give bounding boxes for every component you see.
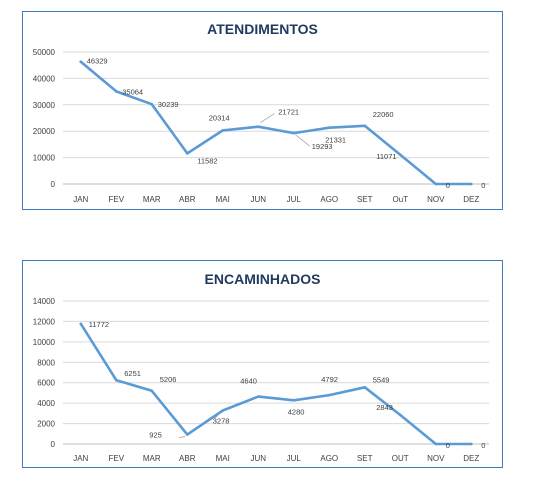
data-point (185, 433, 189, 436)
chart-title: ATENDIMENTOS (207, 21, 318, 37)
data-point (221, 409, 225, 412)
leader-line (214, 414, 220, 419)
data-point (469, 442, 473, 446)
data-label: 6251 (124, 369, 141, 378)
data-point (434, 442, 438, 446)
data-point (114, 378, 118, 382)
data-point (256, 395, 260, 398)
x-tick-label: FEV (108, 454, 124, 463)
data-label: 0 (481, 181, 485, 190)
data-label: 2843 (376, 403, 393, 412)
data-point (150, 389, 154, 393)
x-tick-label: DEZ (463, 454, 479, 463)
data-label: 19293 (312, 142, 333, 151)
series-line (79, 322, 473, 446)
data-label: 30239 (158, 100, 179, 109)
y-tick-label: 20000 (33, 127, 56, 136)
x-tick-label: MAR (143, 454, 161, 463)
y-tick-label: 14000 (33, 297, 56, 306)
data-label: 5206 (160, 375, 177, 384)
y-tick-label: 40000 (33, 74, 56, 83)
data-label: 5549 (373, 375, 390, 384)
data-label: 46329 (87, 57, 108, 66)
data-label: 35064 (122, 87, 143, 96)
x-tick-label: ABR (179, 454, 196, 463)
leader-line (179, 436, 186, 438)
data-label: 21721 (278, 108, 299, 117)
series-line (79, 60, 473, 186)
x-tick-label: NOV (427, 195, 445, 204)
data-point (363, 386, 367, 389)
data-point (469, 182, 473, 186)
data-label: 20314 (209, 113, 230, 122)
data-label: 11582 (197, 156, 217, 165)
x-tick-label: JAN (73, 195, 88, 204)
chart-title: ENCAMINHADOS (204, 271, 321, 287)
leader-line (260, 113, 275, 123)
x-tick-label: MAR (143, 195, 161, 204)
data-point (363, 124, 367, 128)
data-label: 0 (446, 441, 450, 450)
data-label: 22060 (373, 110, 394, 119)
x-tick-label: ABR (179, 195, 196, 204)
x-tick-label: SET (357, 195, 373, 204)
y-tick-label: 50000 (33, 48, 56, 57)
data-point (434, 182, 438, 186)
data-label: 11071 (376, 152, 396, 161)
y-tick-label: 4000 (37, 399, 55, 408)
y-tick-label: 8000 (37, 358, 55, 367)
x-tick-label: MAI (216, 195, 230, 204)
x-tick-label: NOV (427, 454, 445, 463)
data-point (327, 126, 331, 129)
data-label: 925 (149, 431, 162, 440)
data-point (221, 129, 225, 132)
data-label: 4792 (321, 375, 338, 384)
data-label: 4280 (288, 407, 305, 416)
data-point (150, 102, 154, 106)
y-tick-label: 12000 (33, 317, 56, 326)
data-point (256, 125, 260, 128)
x-tick-label: OUT (392, 454, 409, 463)
y-tick-label: 30000 (33, 101, 56, 110)
y-tick-label: 6000 (37, 379, 55, 388)
data-point (398, 413, 402, 417)
x-tick-label: MAI (216, 454, 230, 463)
x-tick-label: OuT (392, 195, 408, 204)
data-label: 21331 (325, 136, 346, 145)
data-point (79, 322, 83, 326)
y-tick-label: 0 (51, 440, 56, 449)
x-tick-label: AGO (320, 454, 338, 463)
x-tick-label: JUL (287, 195, 302, 204)
x-tick-label: FEV (108, 195, 124, 204)
data-label: 4640 (240, 377, 257, 386)
data-point (398, 153, 402, 157)
x-tick-label: DEZ (463, 195, 479, 204)
x-tick-label: JUN (250, 454, 266, 463)
data-label: 0 (481, 441, 485, 450)
x-tick-label: JUL (287, 454, 302, 463)
x-tick-label: JAN (73, 454, 88, 463)
encaminhados-chart: 0 2000 4000 6000 8000 10000 12000 14000 JAN FEV MA… (33, 297, 489, 463)
leader-line (295, 134, 310, 147)
data-point (79, 60, 83, 63)
x-tick-label: JUN (250, 195, 266, 204)
encaminhados-chart-panel: ENCAMINHADOS 0 2000 4000 6000 8000 10000 12000… (22, 260, 503, 468)
y-tick-label: 10000 (33, 154, 56, 163)
atendimentos-chart-panel: ATENDIMENTOS 0 10000 20000 30000 40000 50000 J… (22, 11, 503, 210)
data-point (185, 152, 189, 155)
y-tick-label: 10000 (33, 338, 56, 347)
data-point (114, 90, 118, 93)
x-tick-label: SET (357, 454, 373, 463)
data-label: 0 (446, 181, 450, 190)
data-label: 11772 (89, 320, 109, 329)
y-tick-label: 0 (51, 180, 56, 189)
x-tick-label: AGO (320, 195, 338, 204)
data-point (327, 393, 331, 397)
data-point (292, 398, 296, 402)
atendimentos-chart: 0 10000 20000 30000 40000 50000 JAN FEV MAR ABR MA… (33, 48, 489, 204)
data-point (292, 131, 296, 135)
data-label: 3278 (213, 417, 230, 426)
y-tick-label: 2000 (37, 420, 55, 429)
